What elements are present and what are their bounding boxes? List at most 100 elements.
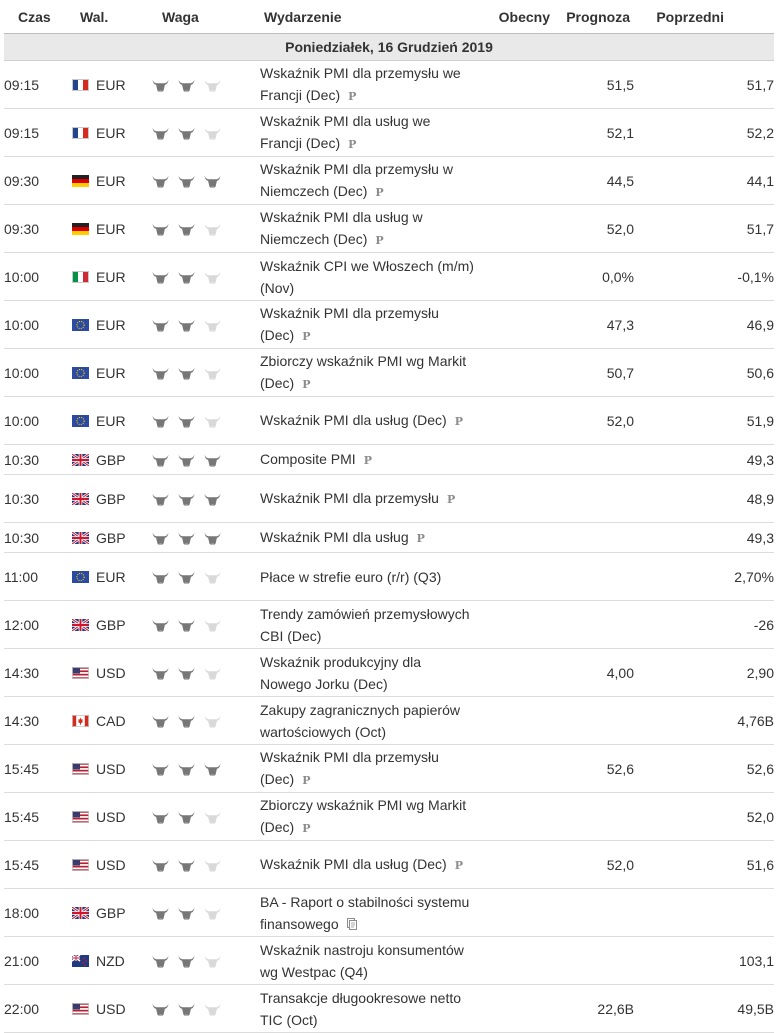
table-row[interactable]: 10:00 EUR Wskaźnik CPI we Włoszech (m/m) (… bbox=[4, 252, 774, 301]
event-currency: EUR bbox=[96, 124, 126, 141]
event-name-cell[interactable]: Wskaźnik nastroju konsumentów wg Westpac… bbox=[260, 936, 474, 985]
event-name-cell[interactable]: Zbiorczy wskaźnik PMI wg Markit (Dec) P bbox=[260, 348, 474, 397]
event-name-link[interactable]: Transakcje długookresowe netto TIC (Oct) bbox=[260, 989, 462, 1028]
table-row[interactable]: 10:30 GBP Wskaźnik PMI dla przemysłu P 48,9 bbox=[4, 474, 774, 523]
table-row[interactable]: 10:30 GBP Composite PMI P 49,3 bbox=[4, 444, 774, 475]
event-name-link[interactable]: Wskaźnik PMI dla usług (Dec) bbox=[260, 855, 447, 872]
event-name-link[interactable]: Zakupy zagranicznych papierów wartościow… bbox=[260, 701, 460, 740]
event-previous: 48,9 bbox=[634, 474, 774, 523]
event-name-link[interactable]: Wskaźnik produkcyjny dla Nowego Jorku (D… bbox=[260, 653, 422, 692]
table-row[interactable]: 14:30 CAD Zakupy zagranicznych papierów wa… bbox=[4, 696, 774, 745]
event-name-cell[interactable]: Zakupy zagranicznych papierów wartościow… bbox=[260, 696, 474, 745]
event-name-cell[interactable]: Wskaźnik PMI dla przemysłu (Dec) P bbox=[260, 300, 474, 349]
bull-active-icon bbox=[178, 175, 195, 189]
header-previous[interactable]: Poprzedni bbox=[634, 0, 774, 34]
event-name-cell[interactable]: Wskaźnik PMI dla usług w Niemczech (Dec)… bbox=[260, 204, 474, 253]
event-currency-cell: USD bbox=[72, 648, 152, 697]
event-currency-cell: GBP bbox=[72, 522, 152, 553]
event-name-cell[interactable]: Wskaźnik PMI dla usług we Francji (Dec) P bbox=[260, 108, 474, 157]
flag-fr-icon bbox=[72, 126, 89, 139]
event-name-cell[interactable]: Trendy zamówień przemysłowych CBI (Dec) bbox=[260, 600, 474, 649]
table-row[interactable]: 15:45 USD Wskaźnik PMI dla usług (Dec) P 52,… bbox=[4, 840, 774, 889]
event-importance bbox=[152, 600, 260, 649]
event-name-link[interactable]: Wskaźnik PMI dla przemysłu w Niemczech (… bbox=[260, 160, 453, 199]
event-currency-cell: USD bbox=[72, 792, 152, 841]
table-row[interactable]: 10:00 EUR Wskaźnik PMI dla usług (Dec) P 52,… bbox=[4, 396, 774, 445]
event-name-link[interactable]: BA - Raport o stabilności systemu finans… bbox=[260, 893, 470, 932]
event-name-cell[interactable]: Wskaźnik PMI dla usług (Dec) P bbox=[260, 396, 474, 445]
bull-inactive-icon bbox=[204, 127, 221, 141]
table-row[interactable]: 09:30 EUR Wskaźnik PMI dla usług w Niemcze… bbox=[4, 204, 774, 253]
table-row[interactable]: 10:00 EUR Zbiorczy wskaźnik PMI wg Markit … bbox=[4, 348, 774, 397]
event-name-link[interactable]: Trendy zamówień przemysłowych CBI (Dec) bbox=[260, 605, 470, 644]
event-name-link[interactable]: Composite PMI bbox=[260, 450, 356, 467]
event-name-link[interactable]: Zbiorczy wskaźnik PMI wg Markit (Dec) bbox=[260, 796, 467, 835]
table-row[interactable]: 11:00 EUR Płace w strefie euro (r/r) (Q3) 2… bbox=[4, 552, 774, 601]
table-row[interactable]: 22:00 USD Transakcje długookresowe netto T… bbox=[4, 984, 774, 1033]
table-row[interactable]: 09:30 EUR Wskaźnik PMI dla przemysłu w Nie… bbox=[4, 156, 774, 205]
event-previous: 51,7 bbox=[634, 60, 774, 109]
event-forecast bbox=[554, 552, 634, 601]
header-importance[interactable]: Waga bbox=[152, 0, 260, 34]
event-name-link[interactable]: Płace w strefie euro (r/r) (Q3) bbox=[260, 568, 442, 585]
event-name-link[interactable]: Wskaźnik PMI dla usług bbox=[260, 528, 409, 545]
event-name-cell[interactable]: Composite PMI P bbox=[260, 444, 474, 475]
event-name-link[interactable]: Wskaźnik PMI dla przemysłu bbox=[260, 489, 439, 506]
header-currency[interactable]: Wal. bbox=[72, 0, 152, 34]
event-name-link[interactable]: Wskaźnik nastroju konsumentów wg Westpac… bbox=[260, 941, 464, 980]
table-row[interactable]: 18:00 GBP BA - Raport o stabilności system… bbox=[4, 888, 774, 937]
table-row[interactable]: 21:00 NZD Wskaźnik nastroju konsumentów wg… bbox=[4, 936, 774, 985]
event-currency: EUR bbox=[96, 568, 126, 585]
flag-de-icon bbox=[72, 222, 89, 235]
event-name-link[interactable]: Wskaźnik PMI dla przemysłu (Dec) bbox=[260, 304, 439, 343]
table-row[interactable]: 15:45 USD Wskaźnik PMI dla przemysłu (Dec)… bbox=[4, 744, 774, 793]
document-icon[interactable] bbox=[346, 917, 357, 930]
event-name-cell[interactable]: Wskaźnik PMI dla przemysłu P bbox=[260, 474, 474, 523]
bull-active-icon bbox=[204, 763, 221, 777]
event-name-cell[interactable]: Wskaźnik produkcyjny dla Nowego Jorku (D… bbox=[260, 648, 474, 697]
bull-active-icon bbox=[152, 175, 169, 189]
flag-gb-icon bbox=[72, 453, 89, 466]
table-row[interactable]: 09:15 EUR Wskaźnik PMI dla usług we Francj… bbox=[4, 108, 774, 157]
flag-it-icon bbox=[72, 270, 89, 283]
table-row[interactable]: 10:30 GBP Wskaźnik PMI dla usług P 49,3 bbox=[4, 522, 774, 553]
event-name-cell[interactable]: Wskaźnik PMI dla usług P bbox=[260, 522, 474, 553]
event-name-cell[interactable]: Wskaźnik PMI dla przemysłu (Dec) P bbox=[260, 744, 474, 793]
table-row[interactable]: 15:45 USD Zbiorczy wskaźnik PMI wg Markit … bbox=[4, 792, 774, 841]
event-name-link[interactable]: Wskaźnik PMI dla usług we Francji (Dec) bbox=[260, 112, 431, 151]
flag-gb-icon bbox=[72, 531, 89, 544]
event-name-cell[interactable]: Zbiorczy wskaźnik PMI wg Markit (Dec) P bbox=[260, 792, 474, 841]
table-row[interactable]: 14:30 USD Wskaźnik produkcyjny dla Nowego … bbox=[4, 648, 774, 697]
event-time: 10:00 bbox=[4, 300, 72, 349]
event-name-cell[interactable]: Transakcje długookresowe netto TIC (Oct) bbox=[260, 984, 474, 1033]
bull-active-icon bbox=[152, 907, 169, 921]
table-row[interactable]: 10:00 EUR Wskaźnik PMI dla przemysłu (Dec)… bbox=[4, 300, 774, 349]
event-name-link[interactable]: Wskaźnik PMI dla przemysłu we Francji (D… bbox=[260, 64, 461, 103]
preliminary-icon: P bbox=[446, 492, 456, 506]
header-forecast[interactable]: Prognoza bbox=[554, 0, 634, 34]
event-name-link[interactable]: Wskaźnik CPI we Włoszech (m/m) (Nov) bbox=[260, 257, 474, 296]
bull-active-icon bbox=[178, 493, 195, 507]
event-name-link[interactable]: Wskaźnik PMI dla usług (Dec) bbox=[260, 411, 447, 428]
event-name-cell[interactable]: Płace w strefie euro (r/r) (Q3) bbox=[260, 552, 474, 601]
header-time[interactable]: Czas bbox=[4, 0, 72, 34]
event-name-cell[interactable]: Wskaźnik CPI we Włoszech (m/m) (Nov) bbox=[260, 252, 474, 301]
event-importance bbox=[152, 522, 260, 553]
event-currency-cell: USD bbox=[72, 984, 152, 1033]
event-name-link[interactable]: Zbiorczy wskaźnik PMI wg Markit (Dec) bbox=[260, 352, 467, 391]
event-name-cell[interactable]: Wskaźnik PMI dla usług (Dec) P bbox=[260, 840, 474, 889]
event-previous: 51,6 bbox=[634, 840, 774, 889]
event-forecast bbox=[554, 474, 634, 523]
bull-active-icon bbox=[178, 415, 195, 429]
event-name-link[interactable]: Wskaźnik PMI dla przemysłu (Dec) bbox=[260, 748, 439, 787]
event-name-link[interactable]: Wskaźnik PMI dla usług w Niemczech (Dec) bbox=[260, 208, 423, 247]
header-event[interactable]: Wydarzenie bbox=[260, 0, 474, 34]
table-row[interactable]: 09:15 EUR Wskaźnik PMI dla przemysłu we Fr… bbox=[4, 60, 774, 109]
event-previous: 46,9 bbox=[634, 300, 774, 349]
event-name-cell[interactable]: BA - Raport o stabilności systemu finans… bbox=[260, 888, 474, 937]
event-name-cell[interactable]: Wskaźnik PMI dla przemysłu w Niemczech (… bbox=[260, 156, 474, 205]
event-previous: 49,3 bbox=[634, 444, 774, 475]
header-actual[interactable]: Obecny bbox=[474, 0, 554, 34]
table-row[interactable]: 12:00 GBP Trendy zamówień przemysłowych CB… bbox=[4, 600, 774, 649]
event-name-cell[interactable]: Wskaźnik PMI dla przemysłu we Francji (D… bbox=[260, 60, 474, 109]
